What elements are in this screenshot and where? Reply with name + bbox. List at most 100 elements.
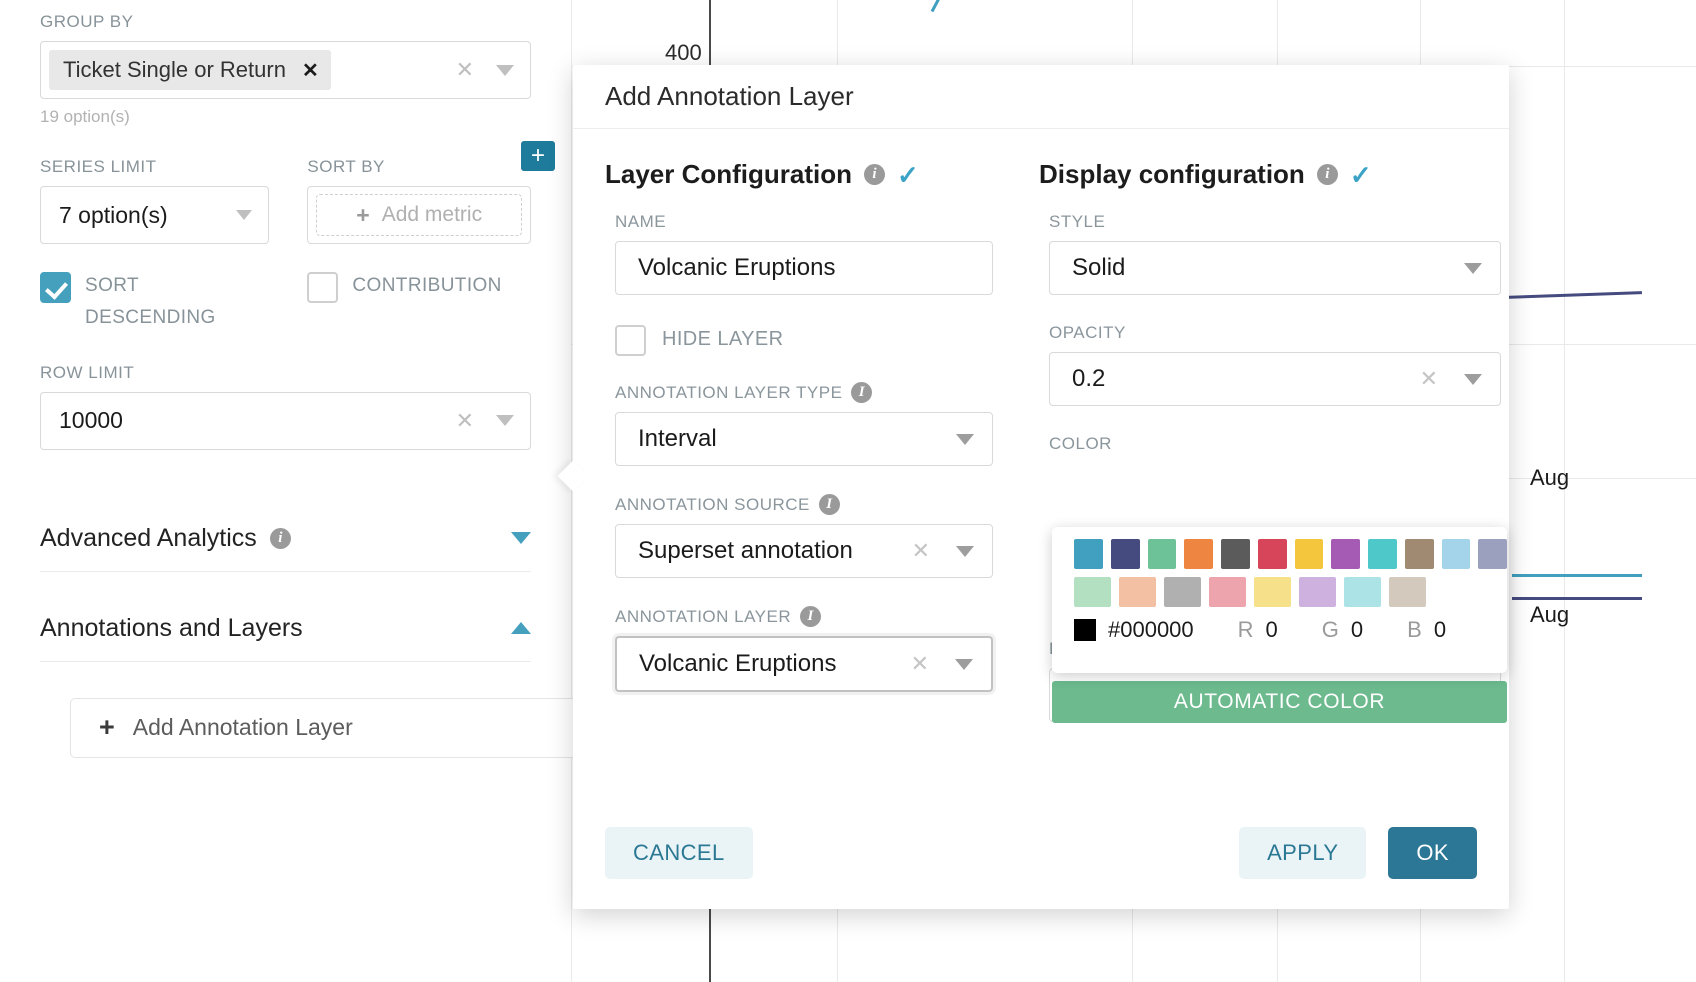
color-swatch[interactable] [1110,539,1140,569]
series-limit-label: SERIES LIMIT [40,157,157,176]
g-label: G [1321,617,1339,642]
y-axis-tick-label: 400 [665,40,702,65]
r-value[interactable]: 0 [1265,617,1278,642]
b-label: B [1407,617,1422,642]
modal-footer: CANCEL APPLY OK [573,797,1509,909]
color-swatch[interactable] [1119,577,1156,607]
section-advanced-analytics[interactable]: Advanced Analytics i [40,510,531,572]
annotation-layer-type-label: ANNOTATION LAYER TYPE i [615,382,1025,403]
annotation-layer-select[interactable]: Volcanic Eruptions ✕ [615,636,993,692]
color-swatch[interactable] [1074,577,1111,607]
cancel-button[interactable]: CANCEL [605,827,753,879]
display-configuration-title: Display configuration i ✓ [1039,159,1477,190]
info-icon[interactable]: i [818,494,840,515]
chevron-down-icon[interactable] [1464,373,1482,385]
modal-body: Layer Configuration i ✓ NAME Volcanic Er… [573,129,1509,723]
color-hex-value[interactable]: #000000 [1108,617,1194,642]
clear-icon[interactable]: ✕ [1419,366,1438,391]
section-annotations-and-layers[interactable]: Annotations and Layers [40,600,531,662]
info-icon[interactable]: i [269,527,291,549]
annotation-source-select[interactable]: Superset annotation ✕ [615,524,993,578]
clear-icon[interactable]: ✕ [455,57,474,82]
clear-icon[interactable]: ✕ [910,651,929,676]
annotation-layer-type-select[interactable]: Interval [615,412,993,466]
name-value: Volcanic Eruptions [638,254,836,281]
sort-by-dropzone[interactable]: + Add metric [307,186,531,244]
annotation-source-label-text: ANNOTATION SOURCE [615,494,810,514]
checkbox-box[interactable] [615,325,646,356]
color-swatch[interactable] [1257,539,1287,569]
color-swatch-row-2 [1074,577,1507,607]
color-swatch[interactable] [1147,539,1177,569]
apply-button[interactable]: APPLY [1239,827,1367,879]
info-icon[interactable]: i [851,382,873,403]
sort-descending-checkbox[interactable]: SORT DESCENDING [40,270,269,335]
chevron-down-icon[interactable] [236,210,253,220]
clear-icon[interactable]: ✕ [455,407,474,433]
chevron-down-icon[interactable] [956,433,974,445]
add-metric-button[interactable]: + Add metric [316,194,522,236]
opacity-select[interactable]: 0.2 ✕ [1049,352,1501,406]
color-swatch[interactable] [1441,539,1471,569]
annotation-layer-label: ANNOTATION LAYER i [615,606,1025,627]
layer-configuration-column: Layer Configuration i ✓ NAME Volcanic Er… [605,159,1025,722]
info-icon[interactable]: i [800,606,822,627]
name-input[interactable]: Volcanic Eruptions [615,241,993,295]
checkbox-box[interactable] [307,272,339,303]
series-limit-sort-by-row: SERIES LIMIT 7 option(s) SORT BY + + Add… [40,141,555,244]
color-swatch[interactable] [1221,539,1250,569]
plus-icon: + [356,201,370,228]
color-swatch[interactable] [1164,577,1201,607]
automatic-color-button[interactable]: AUTOMATIC COLOR [1052,681,1507,723]
color-swatch[interactable] [1184,539,1213,569]
series-line-segment [930,0,967,13]
chevron-down-icon[interactable] [956,545,974,557]
color-swatch[interactable] [1254,577,1291,607]
chevron-down-icon[interactable] [496,415,514,427]
opacity-label: OPACITY [1049,323,1477,343]
add-annotation-layer-label: Add Annotation Layer [132,714,353,741]
clear-icon[interactable]: ✕ [911,538,930,563]
remove-tag-icon[interactable]: ✕ [301,59,319,82]
chevron-down-icon[interactable] [1464,262,1482,274]
add-annotation-layer-button[interactable]: + Add Annotation Layer [70,697,578,758]
g-value[interactable]: 0 [1350,617,1364,642]
chevron-down-icon[interactable] [496,64,514,76]
checkbox-box[interactable] [40,272,71,303]
contribution-checkbox[interactable]: CONTRIBUTION [307,270,531,335]
b-value[interactable]: 0 [1433,617,1447,642]
group-by-tag-label: Ticket Single or Return [63,57,286,82]
group-by-select[interactable]: Ticket Single or Return ✕ ✕ [40,41,531,99]
group-by-tag[interactable]: Ticket Single or Return ✕ [49,50,331,90]
section-title: Annotations and Layers [40,613,303,642]
color-swatch[interactable] [1294,539,1324,569]
color-swatch[interactable] [1368,539,1397,569]
info-icon[interactable]: i [864,164,886,185]
series-line-segment [1512,597,1642,600]
row-limit-select[interactable]: 10000 ✕ [40,391,531,450]
hide-layer-checkbox[interactable]: HIDE LAYER [615,323,1025,356]
annotation-source-label: ANNOTATION SOURCE i [615,494,1025,515]
color-swatch[interactable] [1209,577,1246,607]
color-swatch[interactable] [1404,539,1434,569]
color-swatch[interactable] [1331,539,1360,569]
style-select[interactable]: Solid [1049,241,1501,295]
color-swatch[interactable] [1478,539,1507,569]
color-swatch[interactable] [1299,577,1336,607]
series-limit-value: 7 option(s) [59,201,168,228]
series-limit-select[interactable]: 7 option(s) [40,186,270,244]
color-swatch[interactable] [1389,577,1426,607]
chevron-down-icon[interactable] [511,532,531,545]
add-metric-label: Add metric [381,203,483,226]
color-swatch[interactable] [1074,539,1103,569]
series-line-segment [1501,291,1642,299]
add-sort-metric-button[interactable]: + [521,141,555,171]
chevron-up-icon[interactable] [511,622,531,635]
chevron-down-icon[interactable] [955,658,973,670]
info-icon[interactable]: i [1316,164,1338,185]
ok-button[interactable]: OK [1388,827,1477,879]
row-limit-value: 10000 [59,407,123,434]
color-swatch[interactable] [1344,577,1381,607]
